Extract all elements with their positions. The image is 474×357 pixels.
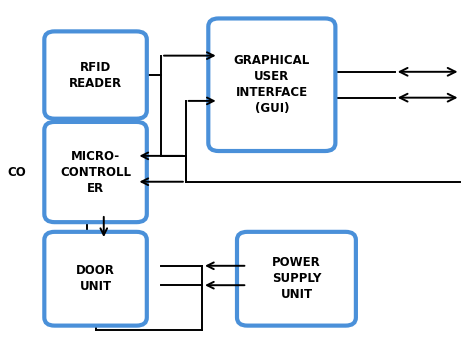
Text: DOOR
UNIT: DOOR UNIT	[76, 264, 115, 293]
Text: MICRO-
CONTROLL
ER: MICRO- CONTROLL ER	[60, 150, 131, 195]
FancyBboxPatch shape	[45, 122, 147, 222]
Text: CO: CO	[7, 166, 26, 178]
FancyBboxPatch shape	[45, 232, 147, 326]
FancyBboxPatch shape	[208, 19, 336, 151]
Text: RFID
READER: RFID READER	[69, 61, 122, 90]
FancyBboxPatch shape	[45, 31, 147, 119]
FancyBboxPatch shape	[237, 232, 356, 326]
Text: GRAPHICAL
USER
INTERFACE
(GUI): GRAPHICAL USER INTERFACE (GUI)	[234, 54, 310, 115]
Text: POWER
SUPPLY
UNIT: POWER SUPPLY UNIT	[272, 256, 321, 301]
